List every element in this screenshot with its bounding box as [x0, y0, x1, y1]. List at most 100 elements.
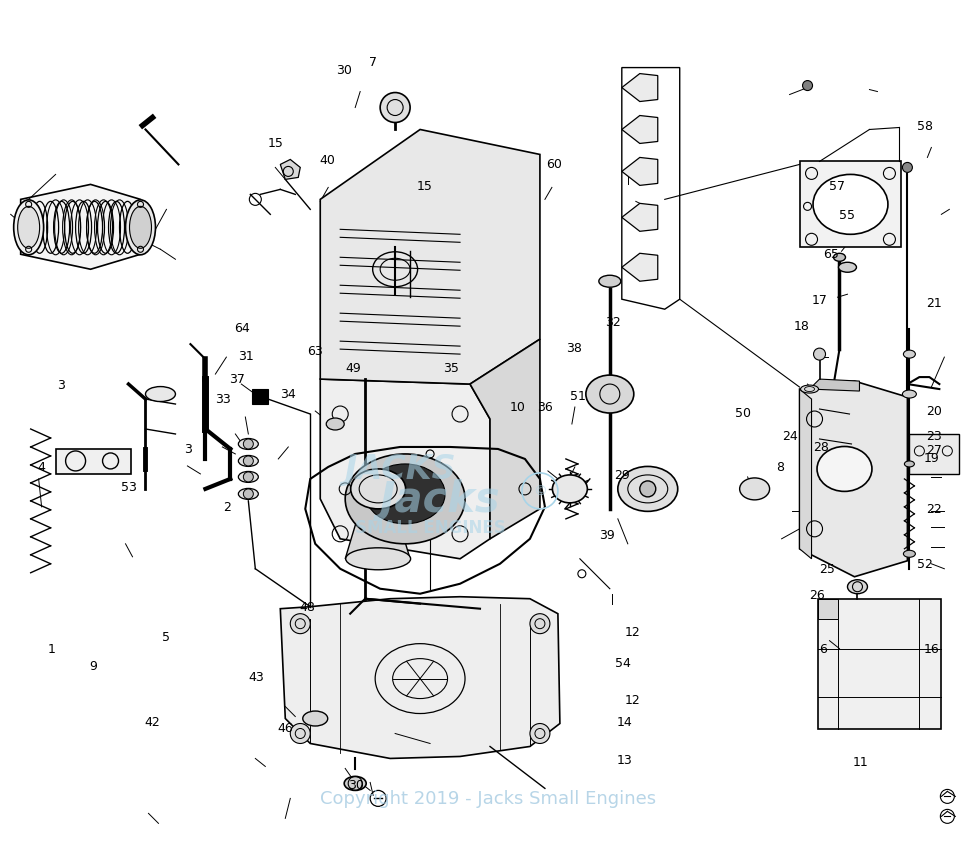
Polygon shape	[253, 389, 268, 405]
Ellipse shape	[238, 439, 259, 450]
Polygon shape	[622, 158, 658, 187]
Ellipse shape	[847, 580, 868, 594]
Text: 10: 10	[509, 400, 525, 414]
Circle shape	[530, 723, 549, 744]
Circle shape	[530, 614, 549, 634]
Ellipse shape	[14, 200, 44, 256]
Circle shape	[243, 472, 254, 482]
Ellipse shape	[813, 176, 888, 235]
Text: 3: 3	[183, 442, 191, 456]
Polygon shape	[320, 130, 540, 384]
Text: 28: 28	[813, 440, 830, 454]
Ellipse shape	[599, 276, 621, 288]
Text: 14: 14	[617, 716, 632, 728]
Ellipse shape	[552, 475, 588, 504]
Text: 32: 32	[605, 316, 621, 329]
Text: 39: 39	[599, 528, 615, 541]
Text: 15: 15	[417, 180, 432, 193]
Text: 1: 1	[48, 642, 56, 655]
Polygon shape	[280, 160, 301, 180]
Text: 16: 16	[923, 642, 939, 655]
Text: 15: 15	[267, 137, 283, 150]
Text: 54: 54	[615, 656, 630, 669]
Text: 4: 4	[38, 460, 46, 474]
Polygon shape	[910, 435, 959, 475]
Text: Copyright 2019 - Jacks Small Engines: Copyright 2019 - Jacks Small Engines	[320, 790, 656, 808]
Text: 50: 50	[735, 406, 752, 420]
Text: Jacks: Jacks	[380, 478, 501, 521]
Text: 23: 23	[926, 429, 942, 443]
Polygon shape	[809, 380, 860, 392]
Text: ©: ©	[533, 484, 547, 498]
Ellipse shape	[740, 478, 770, 500]
Text: 52: 52	[916, 557, 932, 570]
Ellipse shape	[326, 418, 345, 430]
Ellipse shape	[238, 472, 259, 483]
Text: 65: 65	[823, 248, 839, 261]
Text: 29: 29	[615, 469, 630, 482]
Ellipse shape	[586, 376, 633, 413]
Circle shape	[243, 440, 254, 450]
Circle shape	[802, 82, 813, 91]
Ellipse shape	[350, 469, 406, 509]
Polygon shape	[56, 450, 131, 475]
Ellipse shape	[800, 386, 819, 394]
Circle shape	[243, 457, 254, 466]
Ellipse shape	[126, 200, 155, 256]
Text: 11: 11	[852, 756, 869, 769]
Text: 7: 7	[369, 55, 377, 68]
Text: 37: 37	[228, 372, 244, 386]
Ellipse shape	[834, 254, 845, 262]
Text: 31: 31	[238, 350, 254, 363]
Text: 34: 34	[280, 387, 296, 400]
Text: 13: 13	[617, 753, 632, 766]
Ellipse shape	[145, 387, 176, 402]
Ellipse shape	[345, 776, 366, 791]
Text: SMALL ENGINES: SMALL ENGINES	[354, 518, 506, 536]
Polygon shape	[622, 254, 658, 282]
Text: 63: 63	[306, 345, 322, 358]
Text: 30: 30	[336, 64, 351, 77]
Text: 60: 60	[547, 158, 562, 170]
Polygon shape	[280, 597, 560, 758]
Text: 51: 51	[570, 389, 586, 403]
Text: 49: 49	[346, 361, 361, 375]
Polygon shape	[799, 382, 908, 577]
Text: 6: 6	[819, 642, 828, 655]
Circle shape	[290, 723, 310, 744]
Text: 55: 55	[838, 209, 855, 222]
Ellipse shape	[303, 711, 328, 726]
Polygon shape	[622, 74, 658, 102]
Text: 24: 24	[782, 429, 798, 443]
Text: 36: 36	[537, 400, 552, 414]
Text: 12: 12	[625, 694, 640, 706]
Text: 21: 21	[926, 296, 942, 309]
Text: 22: 22	[926, 503, 942, 515]
Circle shape	[903, 164, 913, 173]
Polygon shape	[818, 599, 942, 728]
Polygon shape	[799, 389, 811, 559]
Polygon shape	[799, 162, 902, 248]
Text: 53: 53	[121, 481, 138, 494]
Text: 46: 46	[277, 722, 293, 734]
Text: 42: 42	[143, 716, 160, 728]
Polygon shape	[818, 599, 837, 619]
Circle shape	[814, 348, 826, 360]
Text: 64: 64	[234, 322, 250, 335]
Text: 57: 57	[829, 180, 845, 193]
Ellipse shape	[238, 489, 259, 500]
Polygon shape	[20, 185, 141, 270]
Text: 20: 20	[926, 404, 942, 417]
Ellipse shape	[618, 467, 677, 512]
Ellipse shape	[365, 464, 445, 524]
Polygon shape	[622, 117, 658, 144]
Polygon shape	[470, 340, 540, 539]
Text: 12: 12	[625, 625, 640, 638]
Text: 8: 8	[776, 460, 785, 474]
Text: 2: 2	[223, 500, 230, 513]
Ellipse shape	[903, 390, 916, 399]
Text: 38: 38	[566, 342, 582, 354]
Text: 5: 5	[162, 630, 171, 643]
Text: JACKS: JACKS	[345, 453, 456, 486]
Ellipse shape	[18, 207, 40, 249]
